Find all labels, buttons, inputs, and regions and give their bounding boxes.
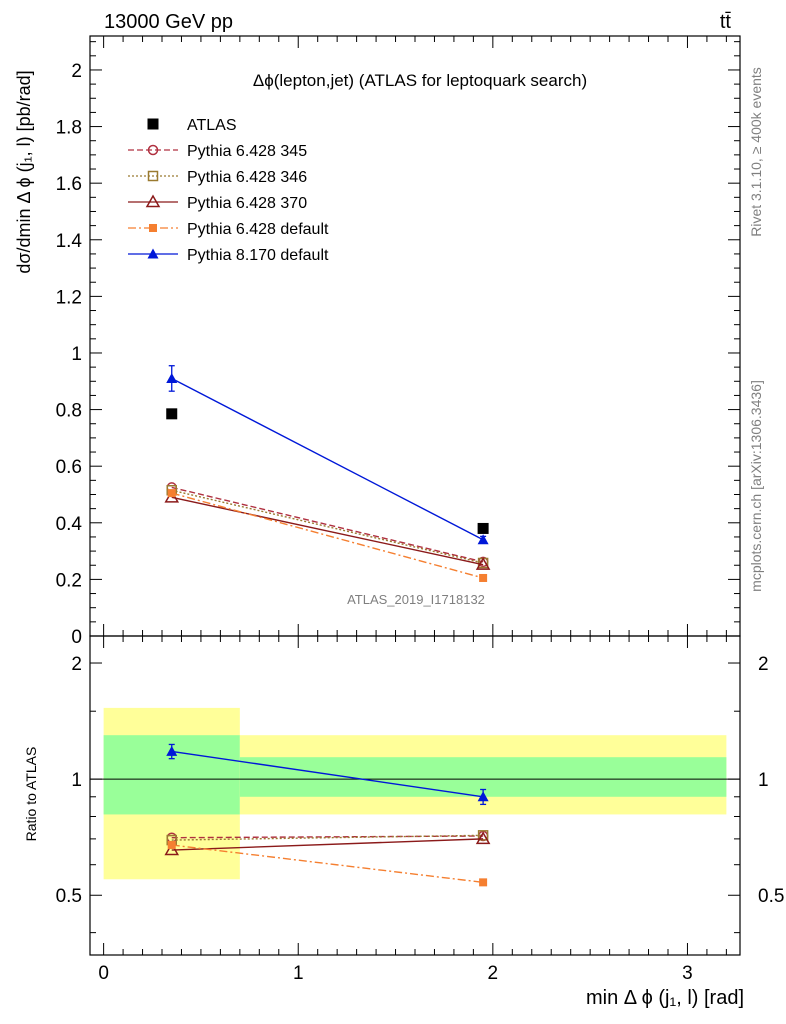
legend-marker (149, 224, 157, 232)
legend-label: ATLAS (187, 117, 237, 134)
legend-label: Pythia 6.428 default (187, 221, 329, 238)
legend-item: Pythia 6.428 default (128, 221, 329, 238)
y-tick-label: 0.2 (56, 570, 82, 591)
legend-label: Pythia 8.170 default (187, 247, 329, 264)
legend-marker (147, 170, 159, 182)
data-point (166, 372, 178, 383)
data-point (475, 831, 491, 845)
main-y-axis-label: dσ/dmin Δ ϕ (j₁, l) [pb/rad] (14, 70, 34, 273)
data-point (477, 522, 489, 534)
legend-item: Pythia 6.428 345 (128, 143, 307, 160)
series-pythia-8-170-default (166, 743, 489, 806)
data-point (166, 745, 178, 756)
y-tick-label-right: 2 (758, 654, 769, 675)
data-point (475, 557, 491, 570)
analysis-watermark: ATLAS_2019_I1718132 (347, 592, 485, 607)
series-line (171, 377, 484, 541)
series-line (171, 750, 484, 798)
legend-marker (147, 118, 159, 130)
series-line (171, 835, 484, 839)
data-point (477, 534, 489, 545)
ratio-plot-panel: 0.5 0.5 1 1 2 2 0 1 2 3 (56, 635, 784, 984)
main-plot-area (164, 365, 491, 582)
data-point (164, 842, 180, 856)
legend-item: Pythia 8.170 default (128, 247, 329, 264)
series-pythia-6-428-default (167, 489, 488, 582)
y-tick-label: 0.4 (56, 514, 83, 535)
plot-title: Δϕ(lepton,jet) (ATLAS for leptoquark sea… (253, 71, 587, 90)
legend-marker (147, 144, 159, 156)
series-atlas (166, 408, 489, 534)
data-point (477, 791, 489, 802)
y-tick-label: 1.6 (56, 174, 82, 195)
legend-marker (145, 194, 161, 208)
data-point (167, 840, 176, 849)
series-line (171, 844, 484, 884)
data-point (477, 830, 489, 841)
y-tick-label: 1.4 (56, 231, 83, 252)
data-point (167, 489, 176, 498)
legend-label: Pythia 6.428 346 (187, 169, 307, 186)
rivet-version-label: Rivet 3.1.10, ≥ 400k events (748, 67, 764, 237)
series-pythia-6-428-default (167, 840, 488, 887)
y-tick-label: 1.2 (56, 287, 82, 308)
data-point (166, 408, 178, 420)
series-line (171, 489, 484, 564)
series-line (171, 838, 484, 851)
x-tick-label: 3 (682, 963, 693, 984)
legend-marker (147, 248, 159, 259)
header-right-label: tt̄ (720, 11, 732, 33)
legend-item: ATLAS (147, 117, 237, 134)
x-tick-label: 0 (98, 963, 109, 984)
y-tick-label-right: 0.5 (758, 886, 784, 907)
x-tick-label: 2 (488, 963, 499, 984)
y-tick-label-left: 0.5 (56, 886, 82, 907)
series-pythia-6-428-370 (164, 489, 491, 570)
y-tick-label: 0.6 (56, 457, 82, 478)
x-axis-label: min Δ ϕ (j₁, l) [rad] (586, 987, 744, 1009)
y-tick-label-right: 1 (758, 770, 769, 791)
mcplots-label: mcplots.cern.ch [arXiv:1306.3436] (748, 380, 764, 592)
legend-label: Pythia 6.428 345 (187, 143, 307, 160)
series-pythia-8-170-default (166, 365, 489, 545)
legend-item: Pythia 6.428 370 (128, 194, 307, 212)
series-line (171, 486, 484, 563)
y-tick-label: 1 (71, 344, 82, 365)
series-line (171, 492, 484, 579)
legend-item: Pythia 6.428 346 (128, 169, 307, 186)
y-tick-label: 1.8 (56, 118, 82, 139)
legend-label: Pythia 6.428 370 (187, 195, 307, 212)
series-pythia-6-428-370 (164, 831, 491, 856)
header-left-label: 13000 GeV pp (104, 11, 233, 33)
legend: ATLAS Pythia 6.428 345 Pythia 6.428 346 Pyt… (128, 117, 329, 264)
ratio-plot-area (90, 707, 740, 887)
x-tick-label: 1 (293, 963, 304, 984)
y-tick-label: 0 (71, 627, 82, 648)
y-tick-label: 2 (71, 61, 82, 82)
data-point (479, 573, 488, 582)
y-tick-label-left: 2 (71, 654, 82, 675)
y-tick-label: 0.8 (56, 401, 82, 422)
series-pythia-6-428-345 (166, 482, 489, 568)
ratio-y-axis-label: Ratio to ATLAS (23, 747, 39, 842)
y-tick-label-left: 1 (71, 770, 82, 791)
data-point (479, 878, 488, 887)
series-line (171, 496, 484, 566)
